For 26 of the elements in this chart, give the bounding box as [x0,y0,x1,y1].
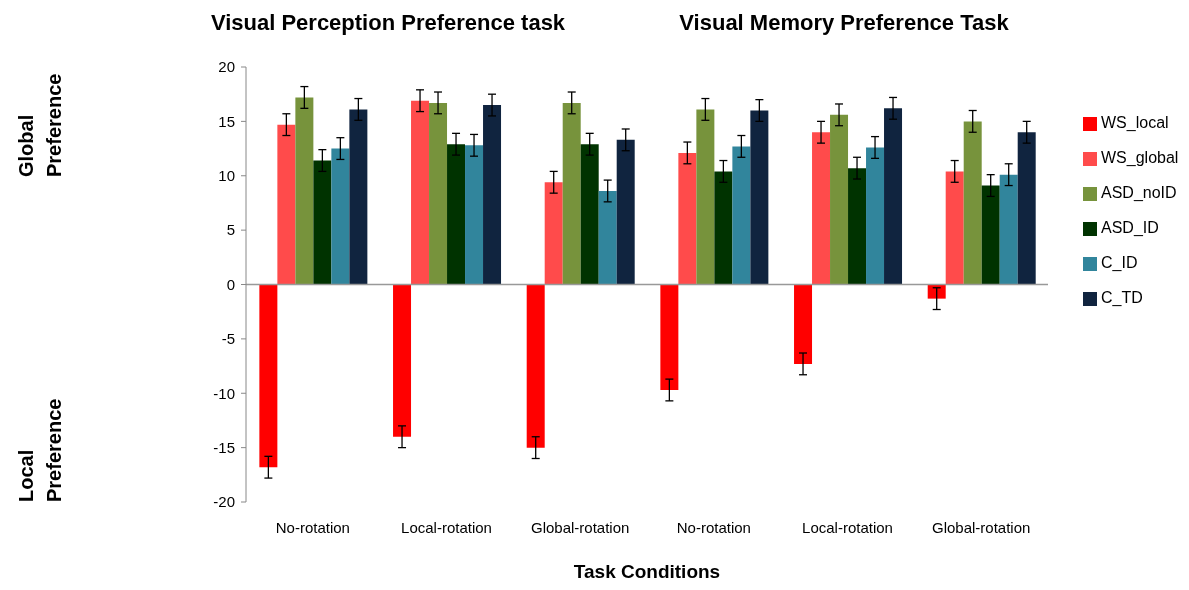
y-tick-label: 10 [218,167,235,185]
x-tick-label: No-rotation [275,518,350,536]
legend-label: WS_local [1101,114,1169,131]
text: Global Preference [14,72,66,177]
text: Local Preference [14,397,66,502]
y-tick-label: -5 [221,330,235,348]
x-tick-label: Global-rotation [530,518,630,536]
x-axis-title: Task Conditions [573,561,721,582]
x-tick-label: Local-rotation [401,518,492,536]
x-tick-label: No-rotation [676,518,751,536]
legend-label: C_ID [1101,254,1138,271]
y-tick-label: -15 [213,438,235,456]
y-tick-label: 20 [218,58,235,76]
legend-label: WS_global [1101,149,1179,166]
x-tick-label: Global-rotation [931,518,1031,536]
y-tick-label: -20 [213,493,235,511]
text: Visual Memory Preference Task [678,9,1010,37]
text: Visual Perception Preference task [209,9,567,37]
legend-label: ASD_noID [1101,184,1177,201]
y-tick-label: -10 [213,384,235,402]
legend-label: C_TD [1101,289,1143,306]
x-tick-label: Local-rotation [802,518,893,536]
y-tick-label: 0 [226,275,235,293]
y-tick-label: 15 [218,112,235,130]
legend-label: ASD_ID [1101,219,1159,236]
y-tick-label: 5 [226,221,235,239]
